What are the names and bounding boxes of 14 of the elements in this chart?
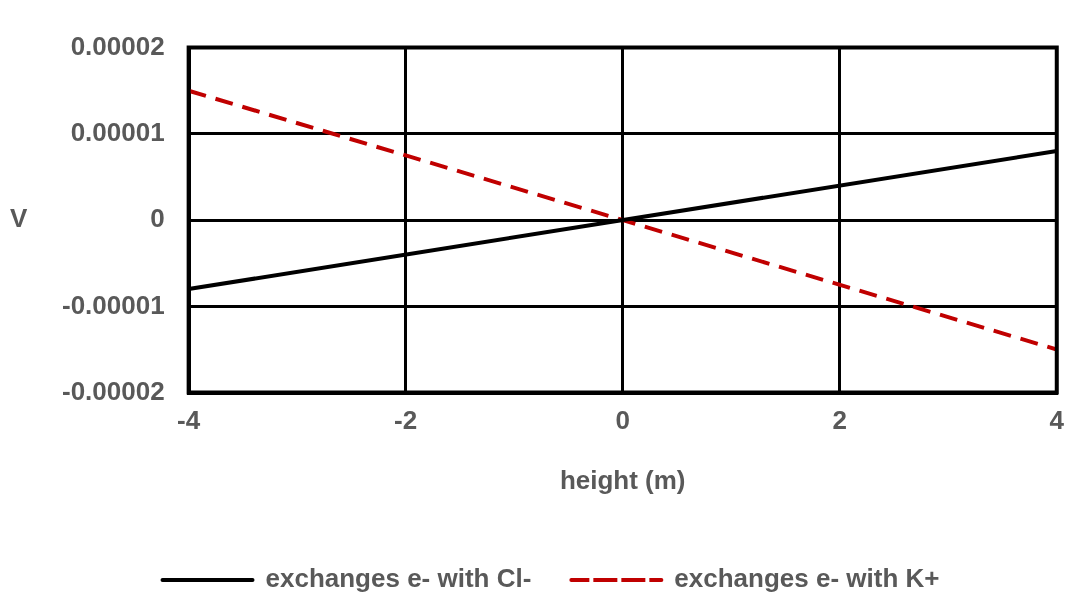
x-tick-label: 4 (1049, 405, 1065, 436)
x-tick-label: -2 (394, 405, 418, 436)
y-tick-label: -0.00002 (61, 375, 165, 406)
legend-label: exchanges e- with Cl- (265, 563, 532, 594)
y-tick-label: 0 (150, 203, 165, 234)
legend-label: exchanges e- with K+ (674, 563, 940, 594)
y-tick-label: -0.00001 (61, 289, 165, 320)
x-axis-title: height (m) (559, 464, 686, 495)
x-tick-label: 0 (615, 405, 630, 436)
x-tick-label: 2 (832, 405, 847, 436)
y-axis-title: V (10, 203, 28, 234)
x-tick-label: -4 (177, 405, 201, 436)
y-tick-label: 0.00001 (70, 117, 165, 148)
y-tick-label: 0.00002 (70, 30, 165, 61)
